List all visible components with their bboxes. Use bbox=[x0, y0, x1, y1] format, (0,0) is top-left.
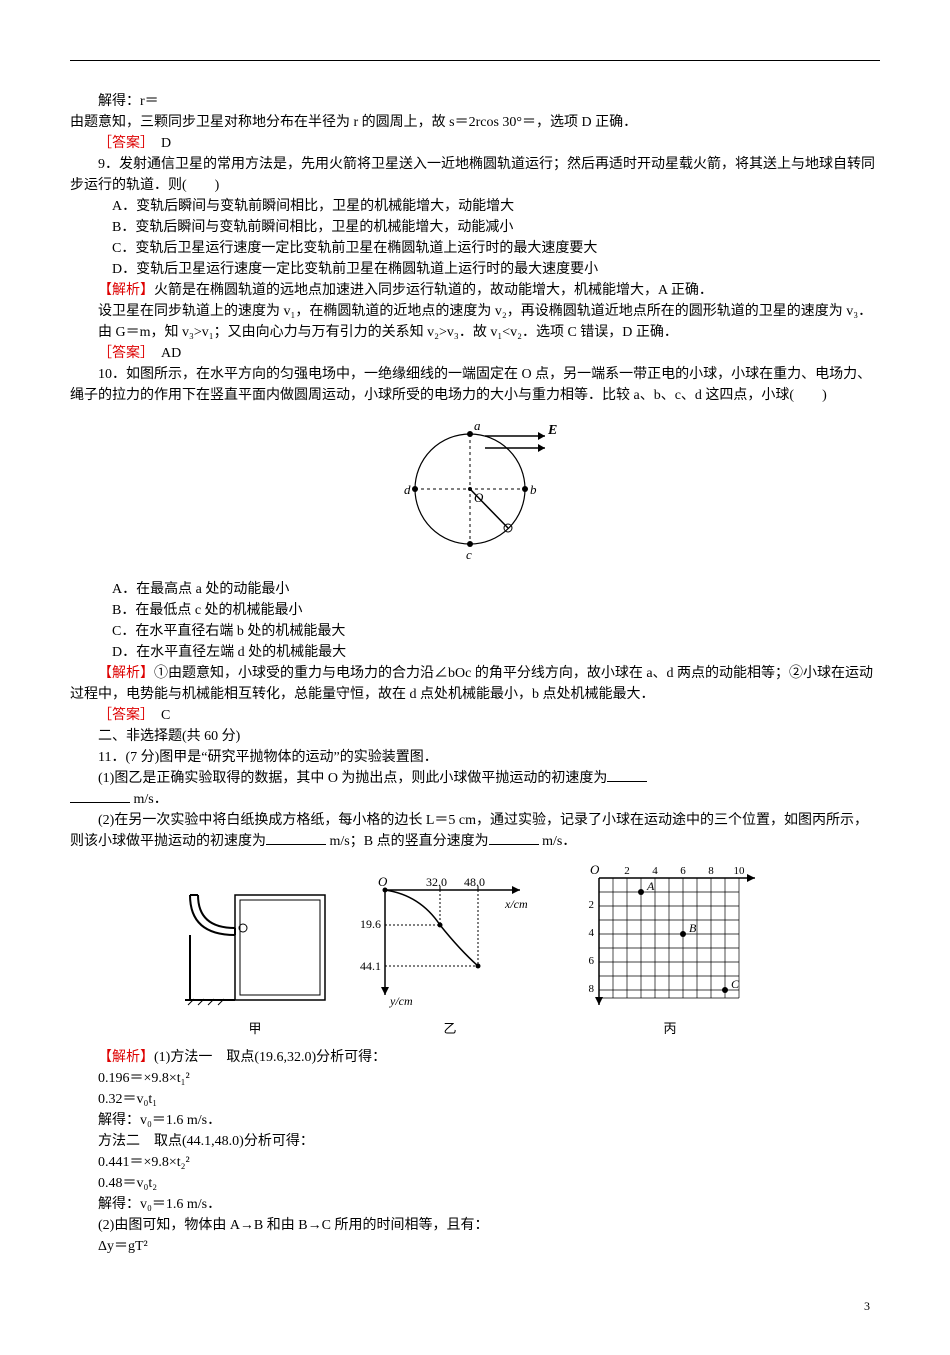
svg-text:2: 2 bbox=[589, 899, 595, 911]
page-number: 3 bbox=[70, 1297, 880, 1315]
lbl-c: c bbox=[466, 547, 472, 562]
section2-title: 二、非选择题(共 60 分) bbox=[70, 726, 880, 747]
q11-l3: (2)在另一次实验中将白纸换成方格纸，每小格的边长 L＝5 cm，通过实验，记录… bbox=[70, 810, 880, 852]
exp-label: 【解析】 bbox=[98, 283, 154, 298]
svg-text:8: 8 bbox=[708, 865, 714, 877]
q10-answer: ［答案］ C bbox=[70, 705, 880, 726]
q9-optA: A．变轨后瞬间与变轨前瞬间相比，卫星的机械能增大，动能增大 bbox=[70, 196, 880, 217]
q10-exp-text: ①由题意知，小球受的重力与电场力的合力沿∠bOc 的角平分线方向，故小球在 a、… bbox=[70, 666, 873, 702]
blank bbox=[489, 844, 539, 845]
answer-value: D bbox=[147, 136, 171, 151]
q10-stem: 10．如图所示，在水平方向的匀强电场中，一绝缘细线的一端固定在 O 点，另一端系… bbox=[70, 364, 880, 406]
svg-text:48.0: 48.0 bbox=[464, 875, 485, 889]
q11-sol-e5: 0.48＝v₀t₂ bbox=[70, 1173, 880, 1194]
svg-text:44.1: 44.1 bbox=[360, 959, 381, 973]
svg-text:4: 4 bbox=[589, 927, 595, 939]
lbl-d: d bbox=[404, 482, 411, 497]
q10-optD: D．在水平直径左端 d 处的机械能最大 bbox=[70, 642, 880, 663]
q11-sol-e7: Δy＝gT² bbox=[70, 1236, 880, 1257]
fig-jia: 甲 bbox=[180, 880, 330, 1039]
q11-sol-e2: 0.32＝v₀t₁ bbox=[70, 1089, 880, 1110]
answer-value: C bbox=[147, 708, 170, 723]
prev-answer: ［答案］ D bbox=[70, 133, 880, 154]
answer-label: ［答案］ bbox=[98, 136, 147, 151]
q11-sol-m2: 方法二 取点(44.1,48.0)分析可得： bbox=[70, 1131, 880, 1152]
q9-stem: 9．发射通信卫星的常用方法是，先用火箭将卫星送入一近地椭圆轨道运行；然后再适时开… bbox=[70, 154, 880, 196]
q11-l3b: m/s；B 点的竖直分速度为 bbox=[326, 834, 489, 849]
q11-l3c: m/s． bbox=[539, 834, 577, 849]
q9-answer: ［答案］ AD bbox=[70, 343, 880, 364]
svg-text:8: 8 bbox=[589, 983, 595, 995]
q11-l2a: (1)图乙是正确实验取得的数据，其中 O 为抛出点，则此小球做平抛运动的初速度为 bbox=[98, 771, 607, 786]
q11-sol-e4: 0.441＝×9.8×t₂² bbox=[70, 1152, 880, 1173]
q9-optB: B．变轨后瞬间与变轨前瞬间相比，卫星的机械能增大，动能减小 bbox=[70, 217, 880, 238]
cap-bing: 丙 bbox=[570, 1019, 770, 1039]
lbl-a: a bbox=[474, 418, 481, 433]
q10-optB: B．在最低点 c 处的机械能最小 bbox=[70, 600, 880, 621]
q10-figure: a b c d O E bbox=[70, 414, 880, 571]
svg-text:A: A bbox=[646, 879, 655, 893]
q11-sol-m1: 【解析】(1)方法一 取点(19.6,32.0)分析可得： bbox=[70, 1047, 880, 1068]
fig-bing: O 2 4 6 8 10 2 4 6 8 bbox=[570, 860, 770, 1039]
svg-text:4: 4 bbox=[652, 865, 658, 877]
svg-text:O: O bbox=[590, 862, 600, 877]
exp-label: 【解析】 bbox=[98, 666, 154, 681]
blank bbox=[70, 802, 130, 803]
svg-text:6: 6 bbox=[680, 865, 686, 877]
prev-line1: 解得：r＝ bbox=[70, 91, 880, 112]
q10-svg: a b c d O E bbox=[390, 414, 560, 564]
svg-text:6: 6 bbox=[589, 955, 595, 967]
answer-label: ［答案］ bbox=[98, 346, 147, 361]
answer-value: AD bbox=[147, 346, 181, 361]
answer-label: ［答案］ bbox=[98, 708, 147, 723]
q11-figures: 甲 O 32.0 48.0 x/cm y/cm 19.6 44.1 bbox=[70, 860, 880, 1039]
prev-line2: 由题意知，三颗同步卫星对称地分布在半径为 r 的圆周上，故 s＝2rcos 30… bbox=[70, 112, 880, 133]
q10-optA: A．在最高点 a 处的动能最小 bbox=[70, 579, 880, 600]
q10-optC: C．在水平直径右端 b 处的机械能最大 bbox=[70, 621, 880, 642]
lbl-O: O bbox=[474, 490, 484, 505]
blank bbox=[607, 781, 647, 782]
svg-text:10: 10 bbox=[734, 865, 746, 877]
svg-text:O: O bbox=[378, 874, 388, 889]
q9-exp1-text: 火箭是在椭圆轨道的远地点加速进入同步运行轨道的，故动能增大，机械能增大，A 正确… bbox=[154, 283, 713, 298]
svg-text:2: 2 bbox=[624, 865, 630, 877]
q11-sol-m1-text: (1)方法一 取点(19.6,32.0)分析可得： bbox=[154, 1050, 386, 1065]
q9-exp1: 【解析】火箭是在椭圆轨道的远地点加速进入同步运行轨道的，故动能增大，机械能增大，… bbox=[70, 280, 880, 301]
q9-optD: D．变轨后卫星运行速度一定比变轨前卫星在椭圆轨道上运行时的最大速度要小 bbox=[70, 259, 880, 280]
cap-jia: 甲 bbox=[180, 1019, 330, 1039]
q9-optC: C．变轨后卫星运行速度一定比变轨前卫星在椭圆轨道上运行时的最大速度要大 bbox=[70, 238, 880, 259]
q9-exp3: 由 G＝m，知 v₃>v₁；又由向心力与万有引力的关系知 v₂>v₃．故 v₁<… bbox=[70, 322, 880, 343]
q11-l2: (1)图乙是正确实验取得的数据，其中 O 为抛出点，则此小球做平抛运动的初速度为… bbox=[70, 768, 880, 810]
q10-exp: 【解析】①由题意知，小球受的重力与电场力的合力沿∠bOc 的角平分线方向，故小球… bbox=[70, 663, 880, 705]
q11-sol-e1: 0.196＝×9.8×t₁² bbox=[70, 1068, 880, 1089]
svg-text:x/cm: x/cm bbox=[504, 897, 528, 911]
exp-label: 【解析】 bbox=[98, 1050, 154, 1065]
q11-sol-e6: 解得：v₀＝1.6 m/s． bbox=[70, 1194, 880, 1215]
q11-sol-p2: (2)由图可知，物体由 A→B 和由 B→C 所用的时间相等，且有： bbox=[70, 1215, 880, 1236]
cap-yi: 乙 bbox=[360, 1019, 540, 1039]
svg-text:y/cm: y/cm bbox=[389, 994, 413, 1008]
svg-text:C: C bbox=[731, 977, 740, 991]
q9-exp2: 设卫星在同步轨道上的速度为 v₁，在椭圆轨道的近地点的速度为 v₂，再设椭圆轨道… bbox=[70, 301, 880, 322]
svg-text:19.6: 19.6 bbox=[360, 917, 381, 931]
q11-l1: 11．(7 分)图甲是“研究平抛物体的运动”的实验装置图． bbox=[70, 747, 880, 768]
q11-l2b: m/s． bbox=[130, 792, 168, 807]
fig-yi: O 32.0 48.0 x/cm y/cm 19.6 44.1 乙 bbox=[360, 870, 540, 1039]
top-rule bbox=[70, 60, 880, 61]
svg-text:32.0: 32.0 bbox=[426, 875, 447, 889]
blank bbox=[266, 844, 326, 845]
lbl-b: b bbox=[530, 482, 537, 497]
lbl-E: E bbox=[547, 423, 557, 438]
svg-text:B: B bbox=[689, 921, 697, 935]
q11-sol-e3: 解得：v₀＝1.6 m/s． bbox=[70, 1110, 880, 1131]
